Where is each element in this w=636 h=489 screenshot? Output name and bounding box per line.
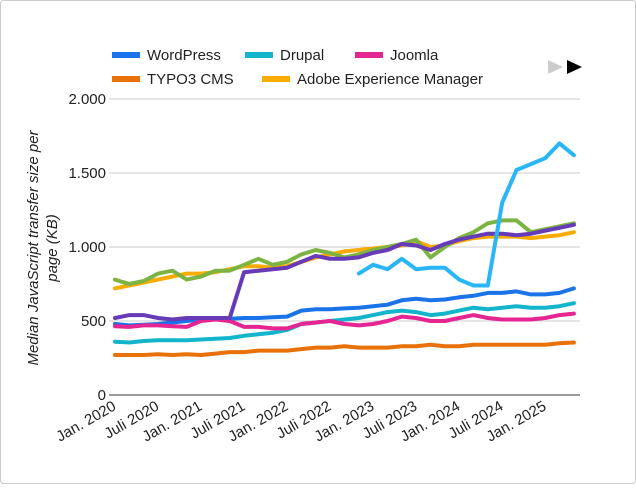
series-line	[113, 340, 576, 357]
legend-label: WordPress	[147, 47, 221, 64]
legend-label: Drupal	[280, 47, 324, 64]
y-tick-label: 500	[81, 313, 106, 330]
series-line	[113, 311, 576, 331]
legend-label: Adobe Experience Manager	[297, 71, 483, 88]
series-line	[113, 301, 576, 345]
legend-label: TYPO3 CMS	[147, 71, 234, 88]
y-tick-label: 1.500	[68, 165, 106, 182]
legend-next[interactable]	[567, 60, 582, 74]
y-axis-label: Median JavaScript transfer size per page …	[25, 129, 61, 365]
legend-prev[interactable]	[548, 60, 563, 74]
y-tick-label: 0	[98, 387, 106, 404]
series-line	[113, 286, 576, 328]
y-tick-label: 1.000	[68, 239, 106, 256]
series-line	[356, 141, 576, 288]
y-tick-label: 2.000	[68, 91, 106, 108]
legend-label: Joomla	[390, 47, 439, 64]
